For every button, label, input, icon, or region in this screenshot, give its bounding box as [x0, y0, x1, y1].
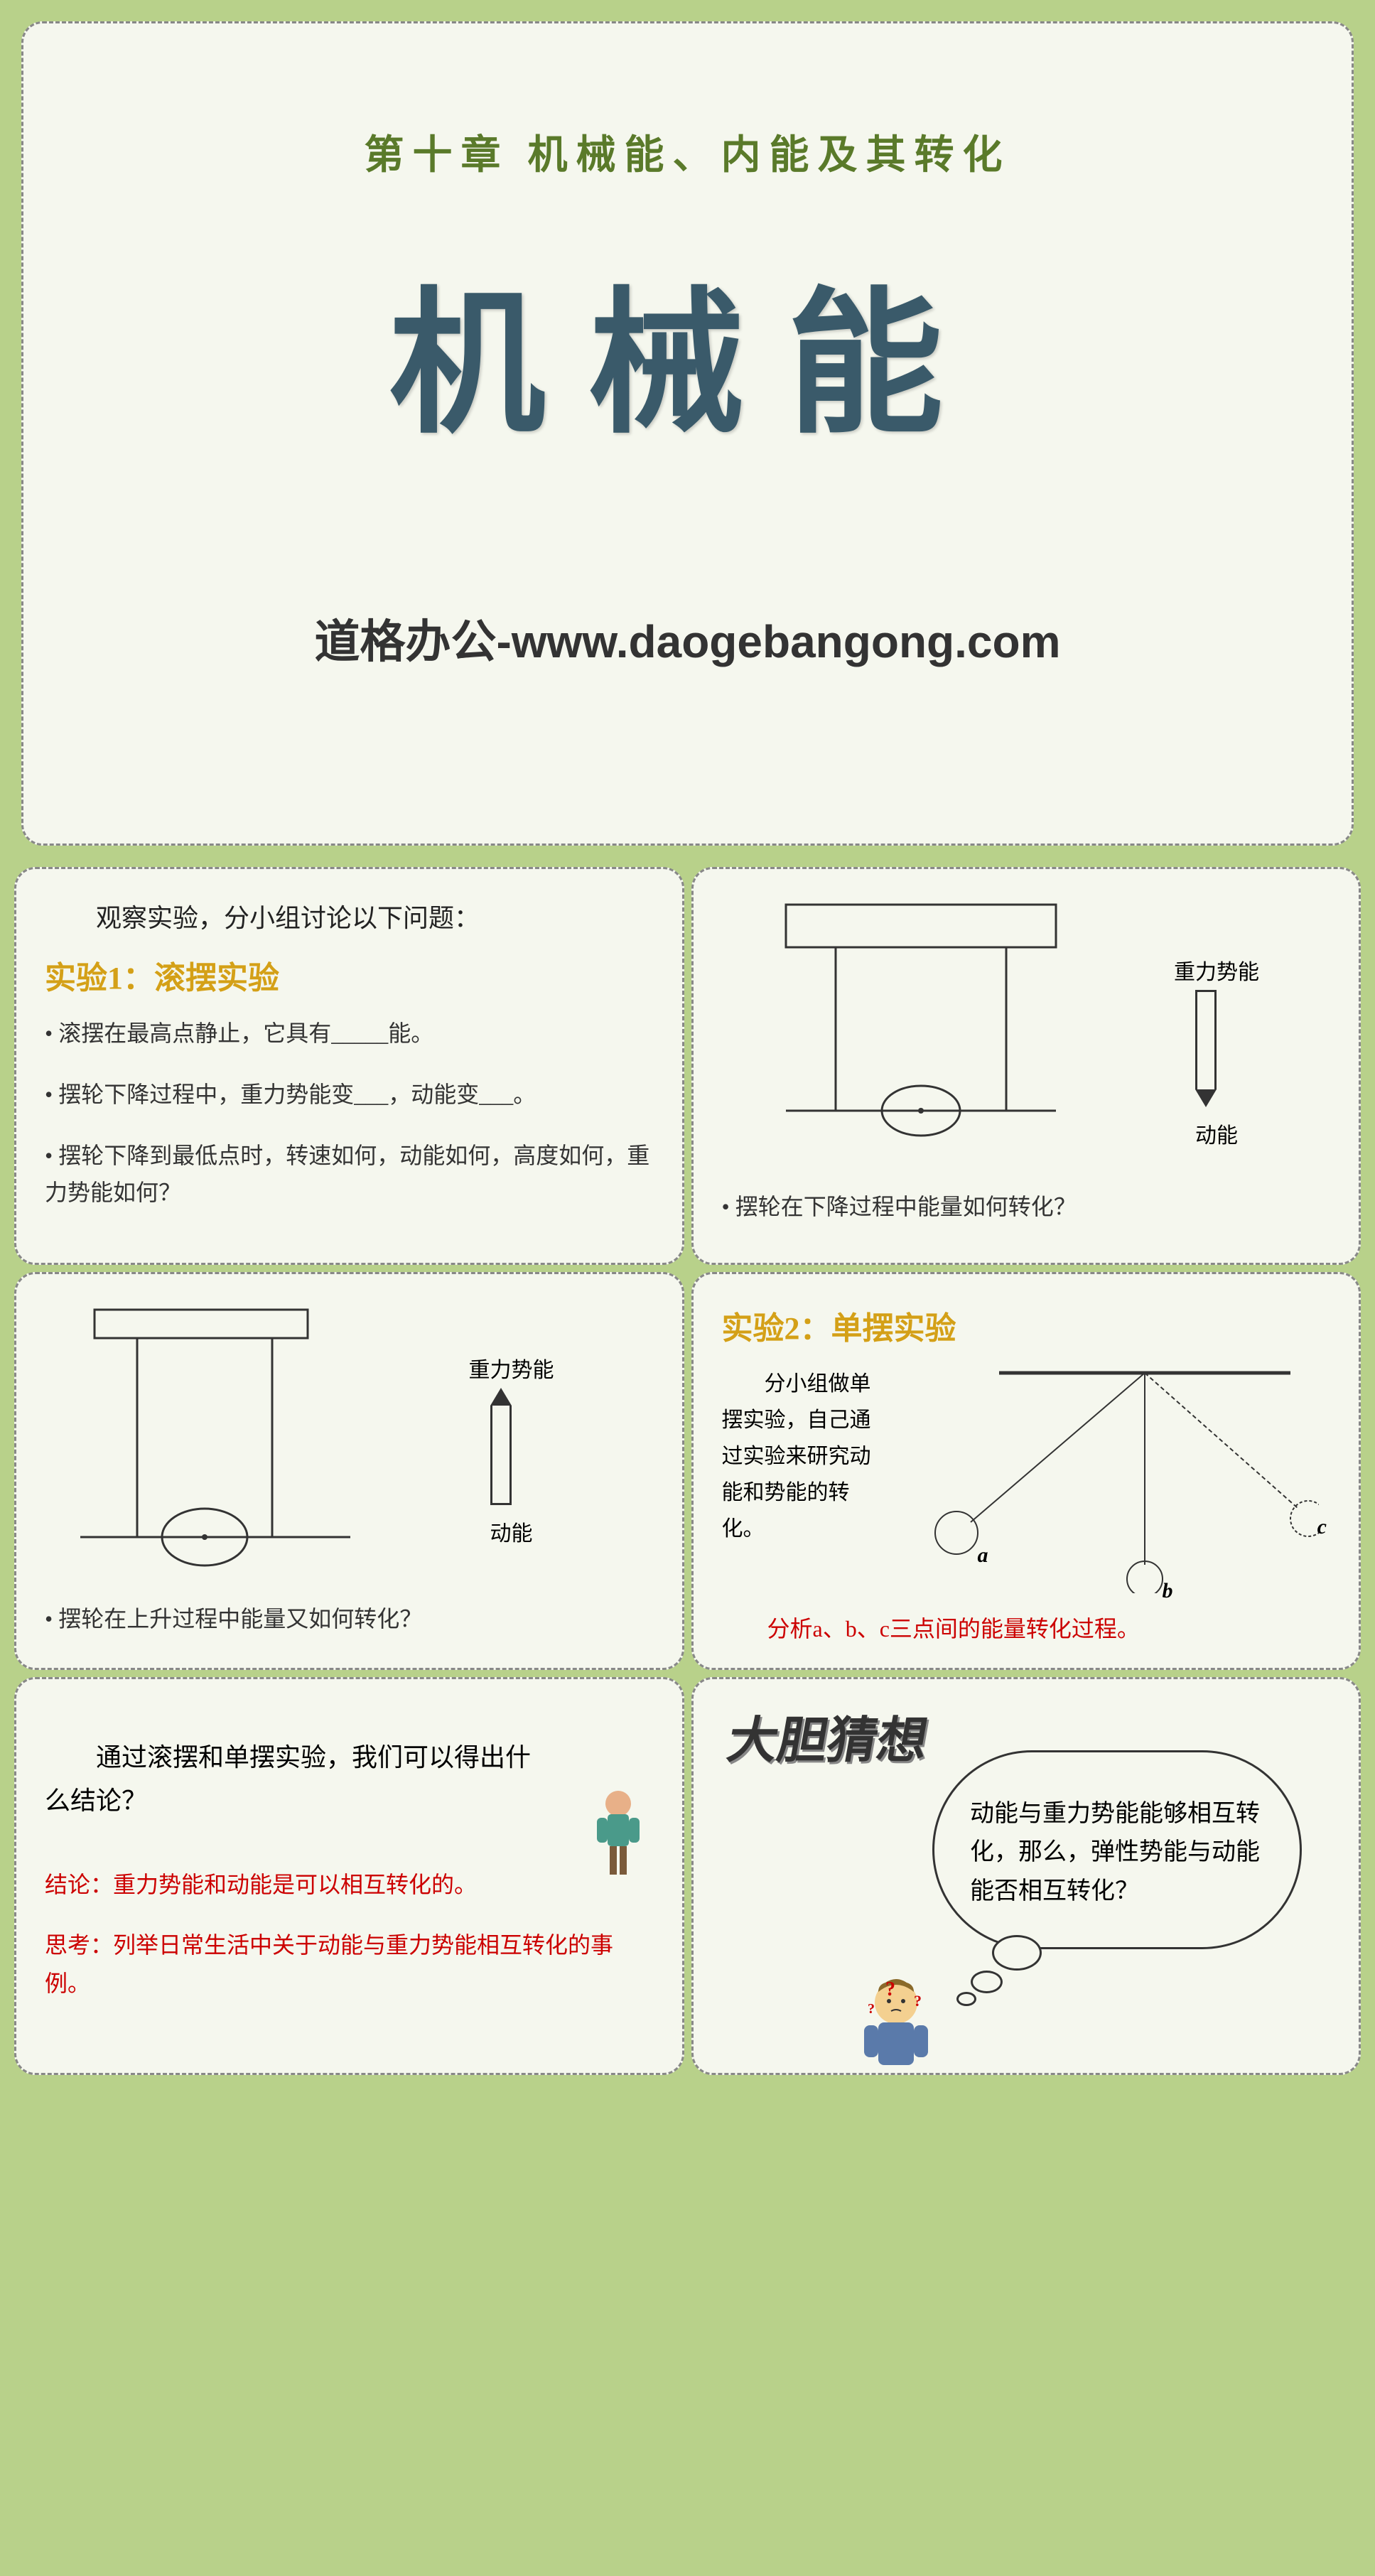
- question-up: 摆轮在上升过程中能量又如何转化？: [45, 1601, 654, 1637]
- exp1-title: 实验1：滚摆实验: [45, 952, 654, 998]
- bullet-3: 摆轮下降到最低点时，转速如何，动能如何，高度如何，重力势能如何？: [45, 1138, 654, 1210]
- label-kinetic: 动能: [1195, 1118, 1238, 1149]
- row-1: 观察实验，分小组讨论以下问题： 实验1：滚摆实验 滚摆在最高点静止，它具有___…: [14, 867, 1361, 1265]
- person-icon-1: [583, 1786, 654, 1901]
- slide-experiment1-text: 观察实验，分小组讨论以下问题： 实验1：滚摆实验 滚摆在最高点静止，它具有___…: [14, 867, 684, 1265]
- title-slide: 第十章 机械能、内能及其转化 机械能 道格办公-www.daogebangong…: [21, 21, 1354, 846]
- bullet-2: 摆轮下降过程中，重力势能变___，动能变___。: [45, 1077, 654, 1113]
- thinking-person-icon: ? ? ?: [843, 1974, 949, 2098]
- label-c: c: [1317, 1515, 1327, 1539]
- conclusion-question: 通过滚摆和单摆实验，我们可以得出什么结论？: [45, 1736, 532, 1823]
- exp2-title: 实验2：单摆实验: [722, 1303, 1331, 1348]
- thought-bubble: 动能与重力势能能够相互转化，那么，弹性势能与动能能否相互转化？: [932, 1750, 1302, 1949]
- analysis-text: 分析a、b、c三点间的能量转化过程。: [722, 1611, 1331, 1644]
- label-grav-pe-up: 重力势能: [469, 1352, 554, 1384]
- think-text: 思考：列举日常生活中关于动能与重力势能相互转化的事例。: [45, 1926, 654, 2003]
- diagram-pendulum-up: 重力势能 动能: [45, 1303, 654, 1573]
- cloud-small-3: [956, 1992, 976, 2006]
- row-2: 重力势能 动能 摆轮在上升过程中能量又如何转化？ 实验2：单摆实验 分小组做单摆…: [14, 1272, 1361, 1670]
- main-title: 机械能: [45, 237, 1330, 463]
- slide-experiment2: 实验2：单摆实验 分小组做单摆实验，自己通过实验来研究动能和势能的转化。 a b…: [691, 1272, 1361, 1670]
- pendulum-svg-down: [743, 898, 1134, 1153]
- svg-text:?: ?: [914, 1992, 922, 2010]
- label-a: a: [978, 1543, 988, 1568]
- exp2-text: 分小组做单摆实验，自己通过实验来研究动能和势能的转化。: [722, 1366, 878, 1593]
- diagram-pendulum-down: 重力势能 动能: [722, 898, 1331, 1168]
- bold-guess-title: 大胆猜想: [723, 1701, 934, 1772]
- pendulum-svg: [893, 1366, 1319, 1593]
- label-kinetic-up: 动能: [490, 1516, 533, 1547]
- cloud-small-1: [992, 1935, 1042, 1971]
- slide-diagram-up: 重力势能 动能 摆轮在上升过程中能量又如何转化？: [14, 1272, 684, 1670]
- slide-conclusion: 通过滚摆和单摆实验，我们可以得出什么结论？ 结论：重力势能和动能是可以相互转化的…: [14, 1677, 684, 2075]
- conclusion-text: 结论：重力势能和动能是可以相互转化的。: [45, 1865, 654, 1904]
- row-3: 通过滚摆和单摆实验，我们可以得出什么结论？ 结论：重力势能和动能是可以相互转化的…: [14, 1677, 1361, 2075]
- question-down: 摆轮在下降过程中能量如何转化？: [722, 1189, 1331, 1225]
- bullet-1: 滚摆在最高点静止，它具有_____能。: [45, 1015, 654, 1052]
- cloud-small-2: [971, 1971, 1003, 1993]
- watermark-text: 道格办公-www.daogebangong.com: [45, 605, 1330, 671]
- slide-diagram-down: 重力势能 动能 摆轮在下降过程中能量如何转化？: [691, 867, 1361, 1265]
- intro-text: 观察实验，分小组讨论以下问题：: [45, 898, 654, 934]
- chapter-title: 第十章 机械能、内能及其转化: [45, 123, 1330, 180]
- simple-pendulum-diagram: a b c: [893, 1366, 1331, 1593]
- arrow-down-icon: [1195, 990, 1217, 1107]
- arrow-up-icon: [490, 1388, 512, 1505]
- slide-guess: 大胆猜想 动能与重力势能能够相互转化，那么，弹性势能与动能能否相互转化？ ?: [691, 1677, 1361, 2075]
- label-b: b: [1163, 1579, 1173, 1603]
- svg-text:?: ?: [885, 1978, 895, 2000]
- label-grav-pe: 重力势能: [1174, 954, 1259, 986]
- bubble-text: 动能与重力势能能够相互转化，那么，弹性势能与动能能否相互转化？: [970, 1801, 1260, 1904]
- pendulum-svg-up: [66, 1303, 457, 1573]
- svg-text:?: ?: [868, 2001, 875, 2017]
